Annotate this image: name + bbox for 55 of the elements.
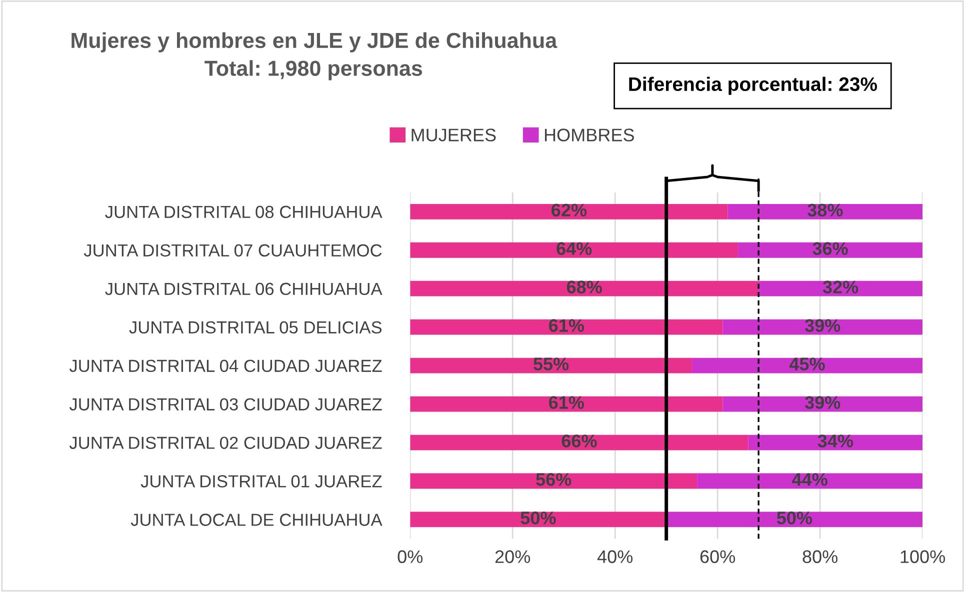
y-tick-label: JUNTA DISTRITAL 04 CIUDAD JUAREZ [69, 360, 382, 372]
x-tick-label: 40% [597, 550, 633, 564]
bar [410, 204, 728, 220]
x-tick-label: 100% [900, 550, 945, 564]
bar [666, 512, 923, 528]
data-label: 68% [566, 280, 602, 294]
bar [722, 396, 923, 412]
bar [410, 358, 692, 374]
bar [758, 280, 923, 296]
x-tick-label: 20% [495, 550, 530, 564]
bar [410, 473, 698, 489]
data-label: 38% [808, 204, 843, 217]
data-label: 56% [536, 473, 572, 486]
bar [410, 280, 759, 296]
data-label: 64% [556, 242, 592, 255]
data-label: 61% [549, 319, 584, 332]
data-label: 36% [812, 242, 848, 255]
data-label: 55% [534, 358, 569, 370]
bar [722, 319, 923, 335]
bar [410, 434, 748, 450]
data-label: 62% [552, 204, 587, 216]
chart-title: Mujeres y hombres en JLE y JDE de Chihuahua Total: 1,980 personas [72, 32, 558, 80]
data-label: 61% [549, 396, 584, 409]
bar [410, 319, 723, 335]
data-label: 39% [804, 396, 840, 409]
bar [748, 434, 923, 450]
y-tick-label: JUNTA LOCAL DE CHIHUAHUA [130, 514, 382, 526]
data-label: 50% [776, 512, 812, 524]
data-label: 66% [562, 434, 597, 448]
data-label: 44% [792, 473, 828, 486]
bar [410, 512, 666, 528]
data-label: 50% [520, 512, 556, 524]
y-tick-label: JUNTA DISTRITAL 07 CUAUHTEMOC [84, 244, 382, 257]
y-tick-label: JUNTA DISTRITAL 03 CIUDAD JUAREZ [69, 398, 382, 410]
data-label: 34% [818, 434, 854, 448]
y-tick-label: JUNTA DISTRITAL 06 CHIHUAHUA [105, 282, 382, 296]
x-tick-label: 80% [802, 550, 838, 564]
data-label: 39% [804, 319, 840, 332]
y-tick-label: JUNTA DISTRITAL 02 CIUDAD JUAREZ [69, 436, 382, 449]
bar [692, 358, 923, 374]
bar [410, 242, 738, 258]
y-tick-label: JUNTA DISTRITAL 08 CHIHUAHUA [105, 206, 382, 218]
bar [697, 473, 923, 489]
data-label: 32% [822, 280, 858, 294]
x-tick-label: 0% [398, 550, 423, 564]
legend-label: HOMBRES [544, 128, 634, 142]
legend-label: MUJERES [412, 128, 496, 142]
bar [738, 242, 923, 258]
bar [410, 396, 723, 412]
bar [728, 204, 923, 220]
y-tick-label: JUNTA DISTRITAL 01 JUAREZ [140, 475, 382, 488]
text: Diferencia porcentual: 23% [629, 76, 878, 95]
data-label: 45% [789, 358, 825, 370]
y-tick-label: JUNTA DISTRITAL 05 DELICIAS [129, 321, 382, 334]
x-tick-label: 60% [700, 550, 735, 564]
